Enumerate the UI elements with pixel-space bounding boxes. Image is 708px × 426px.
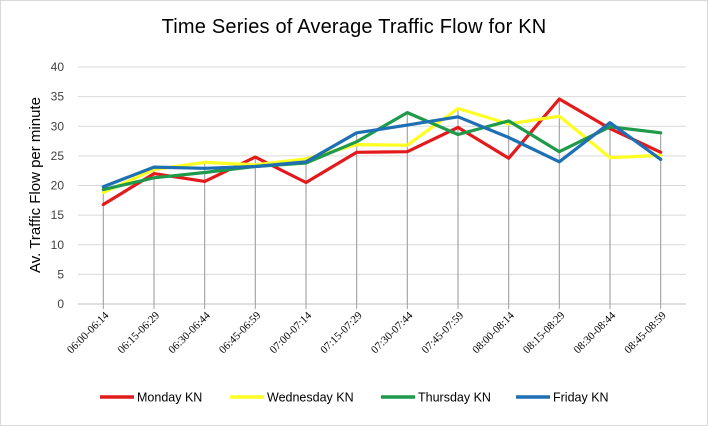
series-line-thursday-kn	[101, 110, 663, 192]
y-tick-labels: 0 5 10 15 20 25 30 35 40	[51, 60, 65, 311]
x-tick-label: 06:30-06:44	[166, 309, 213, 356]
y-tick-label: 25	[51, 149, 65, 163]
x-tick-labels: 06:00-06:14 06:15-06:29 06:30-06:44 06:45-0…	[65, 309, 669, 356]
y-tick-label: 5	[57, 267, 64, 281]
y-tick-label: 30	[51, 119, 65, 133]
chart-title: Time Series of Average Traffic Flow for …	[161, 16, 547, 38]
x-tick-label: 07:45-07:59	[420, 309, 467, 356]
series-line-friday-kn	[101, 115, 663, 189]
x-tick-label: 08:15-08:29	[521, 309, 568, 356]
legend-label: Monday KN	[137, 391, 202, 405]
y-tick-label: 10	[51, 238, 65, 252]
y-tick-label: 0	[57, 297, 64, 311]
x-tick-label: 08:00-08:14	[470, 309, 517, 356]
x-tick-label: 07:30-07:44	[369, 309, 416, 356]
y-axis-label: Av. Traffic Flow per minute	[27, 97, 44, 273]
legend-label: Thursday KN	[418, 391, 491, 405]
series-line-wednesday-kn	[101, 106, 663, 195]
series-lines	[101, 97, 663, 207]
legend: Monday KN Wednesday KN Thursday KN Friday K…	[100, 391, 609, 405]
gridlines	[78, 66, 686, 309]
x-tick-label: 08:30-08:44	[572, 309, 619, 356]
x-tick-label: 08:45-08:59	[622, 309, 669, 356]
x-tick-label: 07:00-07:14	[268, 309, 315, 356]
x-tick-label: 06:45-06:59	[217, 309, 264, 356]
y-tick-label: 20	[51, 179, 65, 193]
legend-label: Wednesday KN	[267, 391, 354, 405]
x-tick-label: 07:15-07:29	[318, 309, 365, 356]
y-tick-label: 35	[51, 90, 65, 104]
series-line-monday-kn	[101, 97, 663, 207]
x-tick-label: 06:15-06:29	[116, 309, 163, 356]
y-tick-label: 40	[51, 60, 65, 74]
y-tick-label: 15	[51, 208, 65, 222]
legend-label: Friday KN	[553, 391, 609, 405]
x-tick-label: 06:00-06:14	[65, 309, 112, 356]
